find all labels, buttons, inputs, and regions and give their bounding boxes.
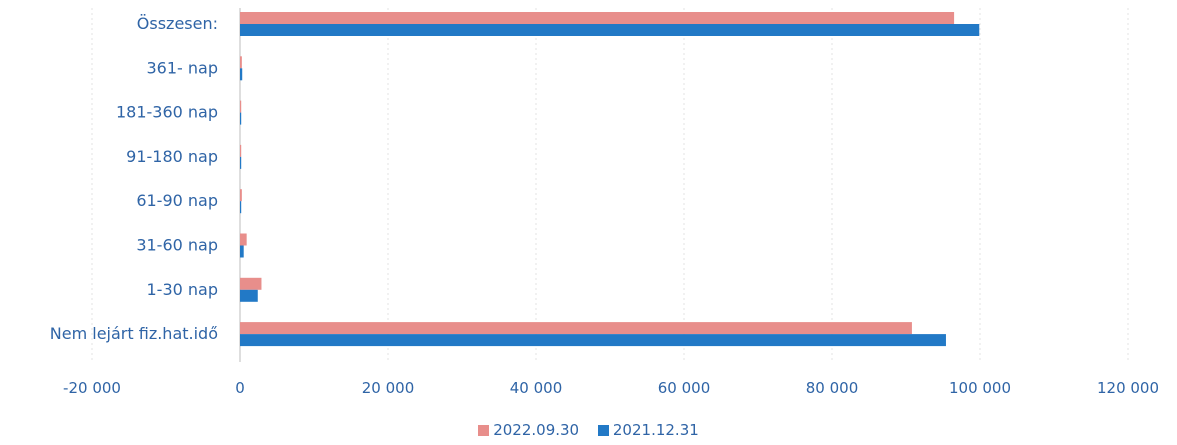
x-tick-label: 20 000 [362,379,415,397]
x-tick-label: 80 000 [806,379,859,397]
grid-lines [91,8,1129,362]
category-label: 31-60 nap [136,236,218,255]
legend-label-series-2: 2021.12.31 [612,421,699,439]
legend: 2022.09.30 2021.12.31 [0,421,1177,439]
legend-swatch-series-1 [478,425,490,436]
bar-1-3 [240,144,242,157]
bar-2-7 [240,334,946,347]
x-tick-label: 60 000 [658,379,711,397]
bar-1-5 [240,233,247,246]
bar-2-0 [240,24,980,36]
x-tick-label: 120 000 [1097,379,1159,397]
category-label: 361- nap [147,58,219,77]
category-labels: Összesen: 361- nap 181-360 nap 91-180 nap 61… [50,14,218,343]
category-label: Nem lejárt fiz.hat.idő [50,324,218,343]
category-label: 61-90 nap [136,191,218,210]
x-tick-label: 0 [235,379,245,397]
bar-2-1 [240,68,243,81]
bar-1-1 [240,56,242,69]
bar-1-0 [240,12,955,24]
bars [240,12,980,347]
bar-chart: Összesen: 361- nap 181-360 nap 91-180 nap 61… [50,8,1159,397]
legend-label-series-1: 2022.09.30 [493,421,580,439]
legend-item-series-1: 2022.09.30 [478,421,579,439]
category-label: Összesen: [137,14,218,33]
bar-2-6 [240,289,258,302]
bar-2-2 [240,112,242,125]
category-label: 91-180 nap [126,147,218,166]
x-tick-label: 100 000 [949,379,1011,397]
x-tick-label: 40 000 [510,379,563,397]
category-label: 1-30 nap [147,280,219,299]
legend-swatch-series-2 [597,425,609,436]
bar-1-6 [240,277,262,290]
x-tick-labels: -20 000 0 20 000 40 000 60 000 80 000 100 000 1… [63,379,1159,397]
category-label: 181-360 nap [116,103,218,122]
legend-item-series-2: 2021.12.31 [597,421,699,439]
bar-1-4 [240,189,242,202]
bar-2-4 [240,201,242,214]
bar-2-5 [240,245,244,258]
bar-2-3 [240,156,242,169]
x-tick-label: -20 000 [63,379,121,397]
bar-1-2 [240,100,242,113]
bar-1-7 [240,322,912,335]
